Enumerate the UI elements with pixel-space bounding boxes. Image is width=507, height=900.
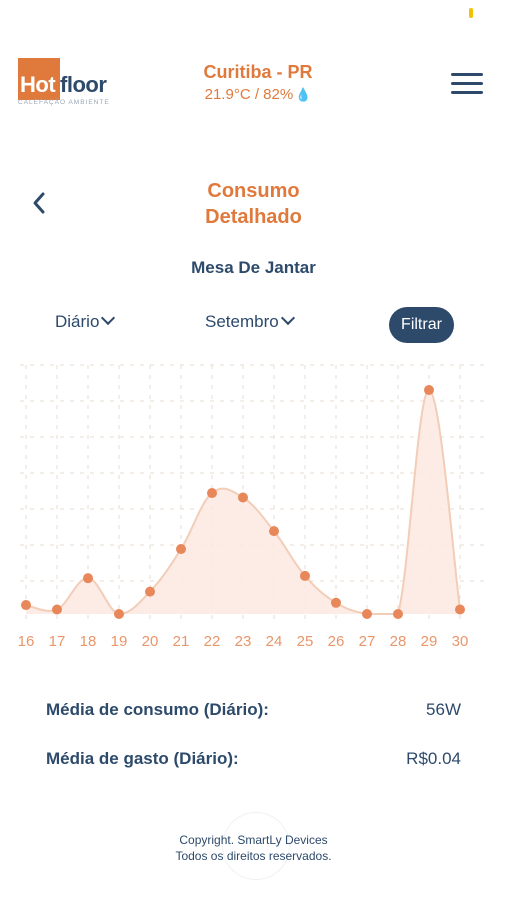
- data-point: [455, 604, 465, 615]
- avg-consumption-value: 56W: [426, 700, 461, 719]
- city-name: Curitiba - PR: [203, 62, 313, 82]
- avg-consumption-label: Média de consumo (Diário):: [46, 700, 269, 719]
- x-tick-label: 28: [390, 633, 407, 650]
- x-tick-label: 17: [49, 633, 66, 650]
- room-name: Mesa De Jantar: [191, 258, 316, 277]
- x-tick-label: 19: [111, 633, 128, 650]
- logo-tagline: CALEFAÇÃO AMBIENTE: [18, 99, 110, 106]
- hamburger-menu-icon[interactable]: [451, 73, 485, 97]
- logo-box: [18, 58, 60, 100]
- data-point: [21, 600, 31, 611]
- data-point: [207, 488, 217, 499]
- data-point: [362, 609, 372, 619]
- page-title: Consumo Detalhado: [140, 178, 367, 230]
- month-select[interactable]: Setembro: [205, 310, 295, 332]
- x-tick-label: 27: [359, 633, 376, 650]
- avg-cost-value: R$0.04: [406, 749, 461, 768]
- hotfloor-logo: Hot floor CALEFAÇÃO AMBIENTE: [18, 58, 118, 108]
- page-title-line1: Consumo: [207, 180, 300, 202]
- chevron-down-icon: [101, 310, 116, 326]
- period-select-value: Diário: [55, 312, 100, 331]
- footer-copyright: Copyright. SmartLy Devices: [179, 833, 328, 847]
- data-point: [393, 609, 403, 619]
- droplet-icon: 💧: [295, 87, 312, 102]
- chevron-left-icon[interactable]: [26, 188, 52, 218]
- weather-text: 21.9°C / 82%: [204, 86, 294, 103]
- x-tick-label: 23: [235, 633, 252, 650]
- data-point: [176, 544, 186, 555]
- avg-cost-label: Média de gasto (Diário):: [46, 749, 239, 768]
- data-point: [238, 492, 248, 503]
- x-tick-label: 21: [173, 633, 190, 650]
- footer: Copyright. SmartLy Devices Todos os dire…: [100, 832, 407, 864]
- data-point: [52, 604, 62, 615]
- filter-button[interactable]: Filtrar: [389, 307, 454, 343]
- x-tick-label: 24: [266, 633, 283, 650]
- status-indicator: [469, 8, 473, 18]
- period-select[interactable]: Diário: [55, 310, 116, 332]
- footer-rights: Todos os direitos reservados.: [175, 849, 332, 863]
- series-line: [25, 388, 461, 616]
- logo-hot-text: Hot: [20, 72, 56, 97]
- x-tick-label: 30: [452, 633, 469, 650]
- chevron-down-icon: [280, 310, 295, 326]
- month-select-value: Setembro: [205, 312, 279, 331]
- x-tick-label: 26: [328, 633, 345, 650]
- weather-readout: 21.9°C / 82% 💧: [150, 86, 366, 103]
- x-tick-label: 25: [297, 633, 314, 650]
- x-tick-label: 22: [204, 633, 221, 650]
- data-point: [424, 385, 434, 395]
- consumption-chart: 16 17 18 19 20 21 22 23 24 25 26 27 28 29 30: [18, 364, 486, 650]
- data-point: [300, 570, 310, 581]
- data-point: [83, 573, 93, 584]
- x-tick-label: 20: [142, 633, 159, 650]
- back-button[interactable]: [26, 188, 52, 218]
- logo-floor-text: floor: [60, 72, 107, 97]
- data-point: [114, 609, 124, 619]
- x-tick-label: 16: [18, 633, 35, 650]
- data-point: [145, 586, 155, 597]
- data-point: [331, 597, 341, 608]
- x-tick-label: 29: [421, 633, 438, 650]
- x-tick-label: 18: [80, 633, 97, 650]
- watermark-seal: [222, 812, 290, 880]
- data-point: [269, 526, 279, 537]
- page-title-line2: Detalhado: [205, 206, 302, 228]
